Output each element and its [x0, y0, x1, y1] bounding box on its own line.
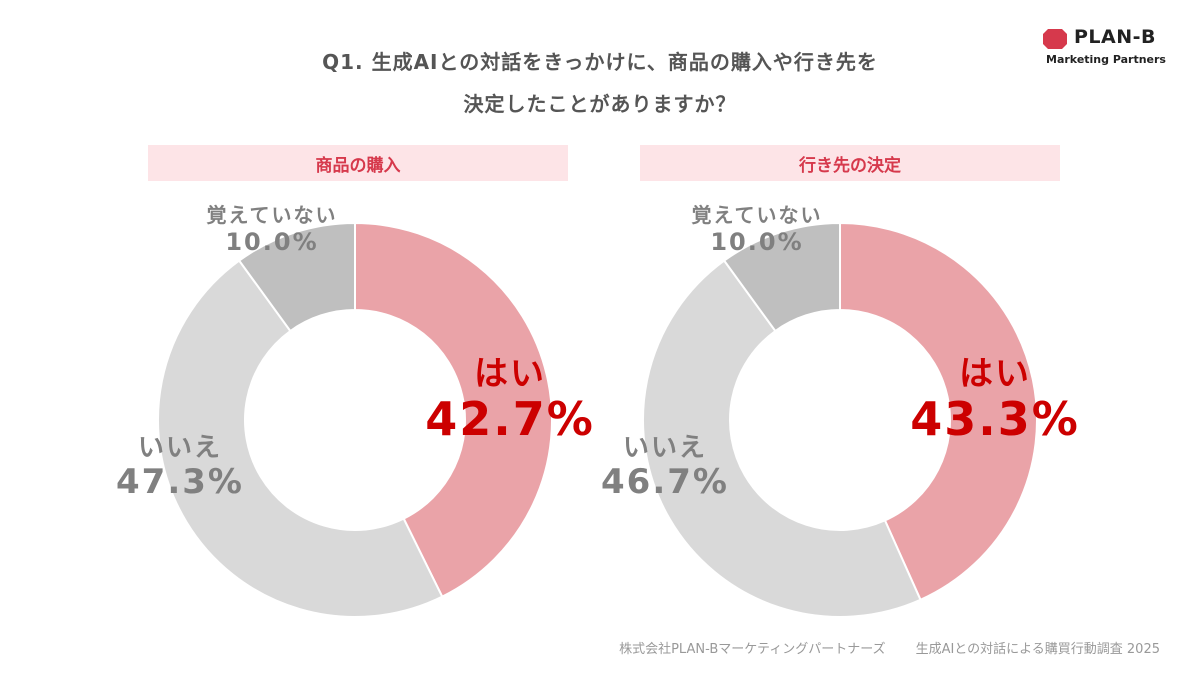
slice-dont-remember — [722, 221, 841, 333]
slice-yes — [839, 221, 1038, 602]
footer-survey: 生成AIとの対話による購買行動調査 2025 — [915, 642, 1160, 657]
chart-1-header: 商品の購入 — [148, 145, 568, 181]
slice-no — [642, 259, 922, 618]
label-no: いいえ — [138, 433, 222, 463]
value-dont-remember: 10.0% — [710, 228, 803, 256]
brand-logo: PLAN-B Marketing Partners — [1042, 26, 1172, 70]
slice-dont-remember — [237, 221, 356, 333]
slice-yes — [354, 221, 553, 598]
brand-logo-icon — [1043, 29, 1067, 49]
question-title-line1: Q1. 生成AIとの対話をきっかけに、商品の購入や行き先を — [322, 50, 878, 74]
footer-company: 株式会社PLAN-Bマーケティングパートナーズ — [619, 642, 886, 657]
label-dont-remember: 覚えていない — [207, 203, 338, 227]
value-yes: 42.7% — [425, 392, 595, 446]
value-dont-remember: 10.0% — [225, 228, 318, 256]
question-title-line2: 決定したことがありますか？ — [463, 92, 737, 116]
value-yes: 43.3% — [910, 392, 1080, 446]
brand-sub: Marketing Partners — [1046, 53, 1166, 66]
label-dont-remember: 覚えていない — [692, 203, 823, 227]
chart-2-header: 行き先の決定 — [640, 145, 1060, 181]
brand-name: PLAN-B — [1074, 26, 1157, 48]
label-yes: はい — [959, 354, 1031, 394]
value-no: 46.7% — [601, 462, 729, 502]
label-no: いいえ — [623, 433, 707, 463]
footer: 株式会社PLAN-Bマーケティングパートナーズ 生成AIとの対話による購買行動調査… — [619, 638, 1160, 657]
value-no: 47.3% — [116, 462, 244, 502]
label-yes: はい — [474, 354, 546, 394]
slice-no — [157, 259, 444, 618]
